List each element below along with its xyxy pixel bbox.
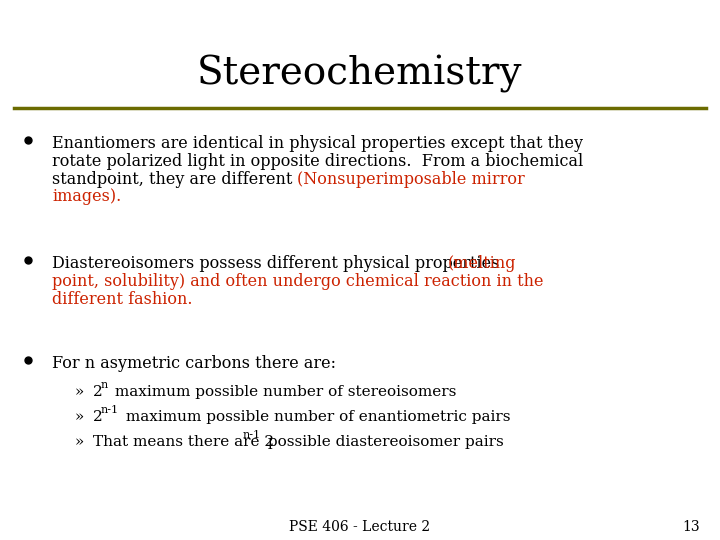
- Text: (melting: (melting: [448, 255, 516, 272]
- Text: possible diastereoisomer pairs: possible diastereoisomer pairs: [263, 435, 504, 449]
- Text: Stereochemistry: Stereochemistry: [197, 55, 523, 93]
- Text: n-1: n-1: [243, 430, 261, 440]
- Text: n-1: n-1: [101, 405, 119, 415]
- Text: (Nonsuperimposable mirror: (Nonsuperimposable mirror: [297, 171, 525, 187]
- Text: That means there are 2: That means there are 2: [93, 435, 274, 449]
- Text: maximum possible number of stereoisomers: maximum possible number of stereoisomers: [110, 385, 456, 399]
- Text: point, solubility) and often undergo chemical reaction in the: point, solubility) and often undergo che…: [52, 273, 544, 290]
- Text: »: »: [75, 435, 84, 449]
- Text: 2: 2: [93, 385, 103, 399]
- Text: For n asymetric carbons there are:: For n asymetric carbons there are:: [52, 355, 336, 372]
- Text: maximum possible number of enantiometric pairs: maximum possible number of enantiometric…: [121, 410, 510, 424]
- Text: »: »: [75, 410, 84, 424]
- Text: rotate polarized light in opposite directions.  From a biochemical: rotate polarized light in opposite direc…: [52, 153, 583, 170]
- Text: standpoint, they are different: standpoint, they are different: [52, 171, 297, 187]
- Text: »: »: [75, 385, 84, 399]
- Text: 2: 2: [93, 410, 103, 424]
- Text: Enantiomers are identical in physical properties except that they: Enantiomers are identical in physical pr…: [52, 135, 583, 152]
- Text: different fashion.: different fashion.: [52, 291, 192, 308]
- Text: Diastereoisomers possess different physical properties: Diastereoisomers possess different physi…: [52, 255, 505, 272]
- Text: n: n: [101, 380, 108, 390]
- Text: PSE 406 - Lecture 2: PSE 406 - Lecture 2: [289, 520, 431, 534]
- Text: 13: 13: [683, 520, 700, 534]
- Text: images).: images).: [52, 188, 121, 206]
